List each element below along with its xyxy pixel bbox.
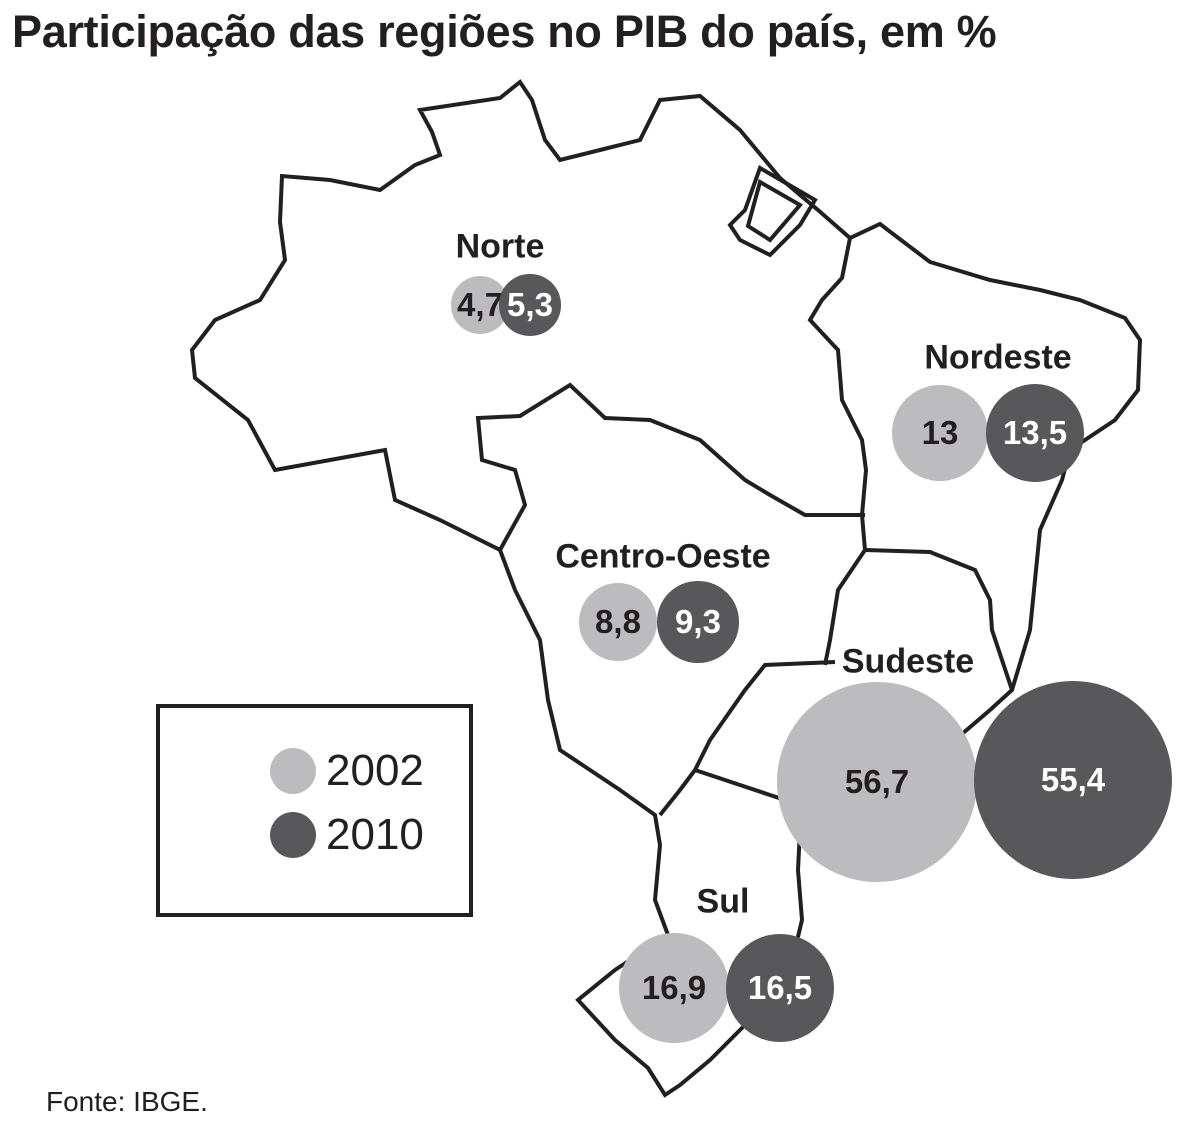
bubble-norte-2002: 4,7 <box>451 276 509 334</box>
bubble-value-centro-oeste-2002: 8,8 <box>595 602 641 640</box>
bubble-sudeste-2010: 55,4 <box>974 681 1172 879</box>
legend-label-2002: 2002 <box>326 746 424 795</box>
chart-title: Participação das regiões no PIB do país,… <box>12 6 997 57</box>
bubble-nordeste-2002: 13 <box>892 385 988 481</box>
legend-label-2010: 2010 <box>326 810 424 859</box>
legend-swatch-2002 <box>270 748 316 794</box>
region-label-nordeste: Nordeste <box>924 338 1072 377</box>
bubble-sul-2002: 16,9 <box>619 933 729 1043</box>
bubble-value-sudeste-2010: 55,4 <box>1040 760 1106 798</box>
region-label-sudeste: Sudeste <box>841 642 975 681</box>
bubble-norte-2010: 5,3 <box>499 274 561 336</box>
bubble-value-centro-oeste-2010: 9,3 <box>675 602 721 640</box>
bubble-value-norte-2010: 5,3 <box>507 285 553 323</box>
legend-swatch-2010 <box>270 812 316 858</box>
bubble-value-sudeste-2002: 56,7 <box>844 762 910 800</box>
bubble-centro-oeste-2010: 9,3 <box>657 581 739 663</box>
region-label-centro-oeste: Centro-Oeste <box>555 537 771 576</box>
region-label-norte: Norte <box>455 227 545 266</box>
bubble-value-norte-2002: 4,7 <box>457 285 503 323</box>
bubble-value-nordeste-2002: 13 <box>921 413 959 451</box>
bubble-sudeste-2002: 56,7 <box>776 681 978 883</box>
bubble-centro-oeste-2002: 8,8 <box>578 582 658 662</box>
source-note: Fonte: IBGE. <box>46 1086 208 1117</box>
bubble-value-sul-2002: 16,9 <box>641 968 707 1006</box>
bubble-sul-2010: 16,5 <box>725 933 835 1043</box>
bubble-value-nordeste-2010: 13,5 <box>1002 413 1068 451</box>
legend: 2002 2010 <box>156 704 473 917</box>
bubble-value-sul-2010: 16,5 <box>747 968 813 1006</box>
bubble-nordeste-2010: 13,5 <box>986 384 1084 482</box>
region-label-sul: Sul <box>696 882 750 921</box>
